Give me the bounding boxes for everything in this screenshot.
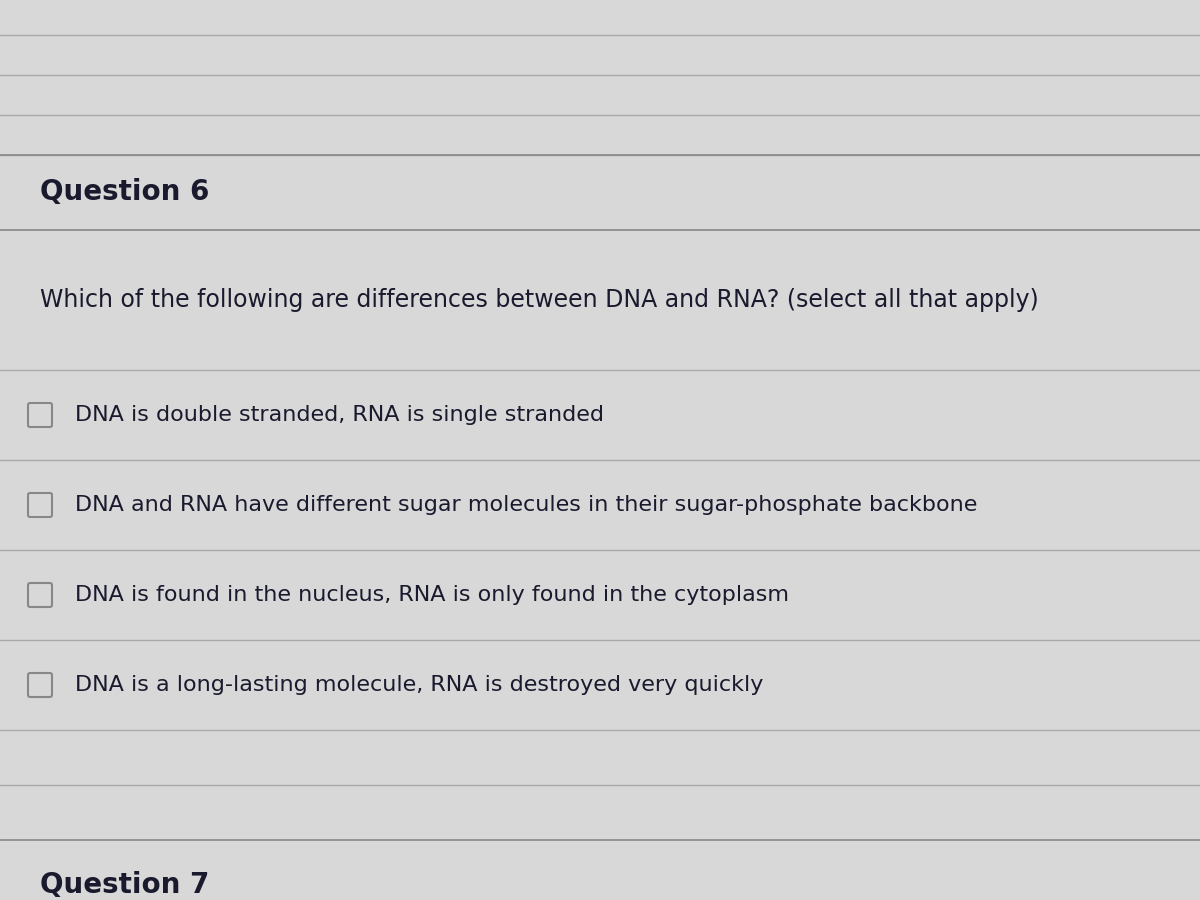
Text: Question 6: Question 6 xyxy=(40,178,209,206)
Text: DNA and RNA have different sugar molecules in their sugar-phosphate backbone: DNA and RNA have different sugar molecul… xyxy=(74,495,977,515)
FancyBboxPatch shape xyxy=(28,673,52,697)
Text: Which of the following are differences between DNA and RNA? (select all that app: Which of the following are differences b… xyxy=(40,288,1039,312)
Bar xyxy=(0,230,1200,370)
Bar xyxy=(0,550,1200,640)
FancyBboxPatch shape xyxy=(28,583,52,607)
Bar xyxy=(0,155,1200,230)
FancyBboxPatch shape xyxy=(28,493,52,517)
Text: DNA is a long-lasting molecule, RNA is destroyed very quickly: DNA is a long-lasting molecule, RNA is d… xyxy=(74,675,763,695)
Text: DNA is double stranded, RNA is single stranded: DNA is double stranded, RNA is single st… xyxy=(74,405,604,425)
FancyBboxPatch shape xyxy=(28,403,52,427)
Bar xyxy=(0,460,1200,550)
Bar xyxy=(0,840,1200,900)
Text: Question 7: Question 7 xyxy=(40,871,209,899)
Text: DNA is found in the nucleus, RNA is only found in the cytoplasm: DNA is found in the nucleus, RNA is only… xyxy=(74,585,790,605)
Bar xyxy=(0,640,1200,730)
Bar xyxy=(0,370,1200,460)
Bar xyxy=(0,730,1200,840)
